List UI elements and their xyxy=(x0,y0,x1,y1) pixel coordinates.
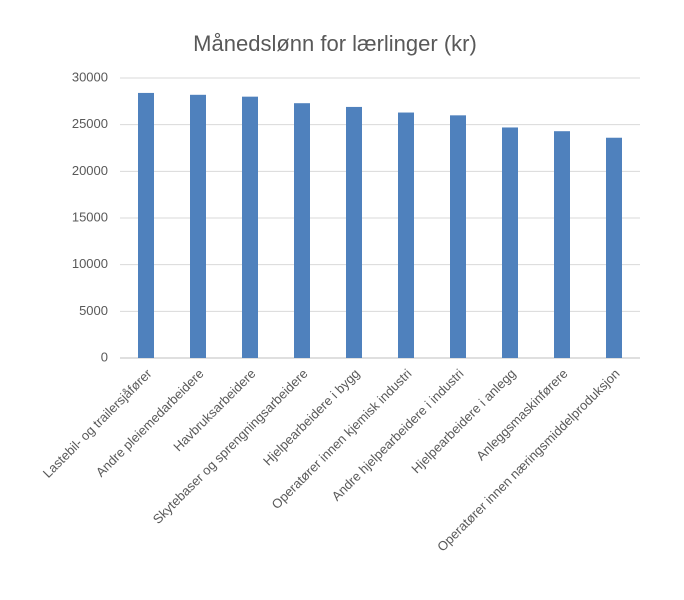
y-tick-label: 30000 xyxy=(72,69,108,84)
y-tick-label: 15000 xyxy=(72,209,108,224)
bar xyxy=(398,112,414,359)
y-tick-label: 5000 xyxy=(79,303,108,318)
bar xyxy=(138,92,154,358)
bar xyxy=(450,115,466,358)
bar xyxy=(502,127,518,358)
y-tick-label: 25000 xyxy=(72,116,108,131)
y-tick-label: 10000 xyxy=(72,256,108,271)
chart-title: Månedslønn for lærlinger (kr) xyxy=(193,31,477,56)
bar xyxy=(190,94,206,359)
bar xyxy=(242,96,258,359)
bar xyxy=(346,106,362,358)
bar xyxy=(554,131,570,358)
bar xyxy=(606,137,622,358)
y-tick-label: 20000 xyxy=(72,163,108,178)
y-tick-label: 0 xyxy=(101,349,108,364)
bar xyxy=(294,103,310,358)
